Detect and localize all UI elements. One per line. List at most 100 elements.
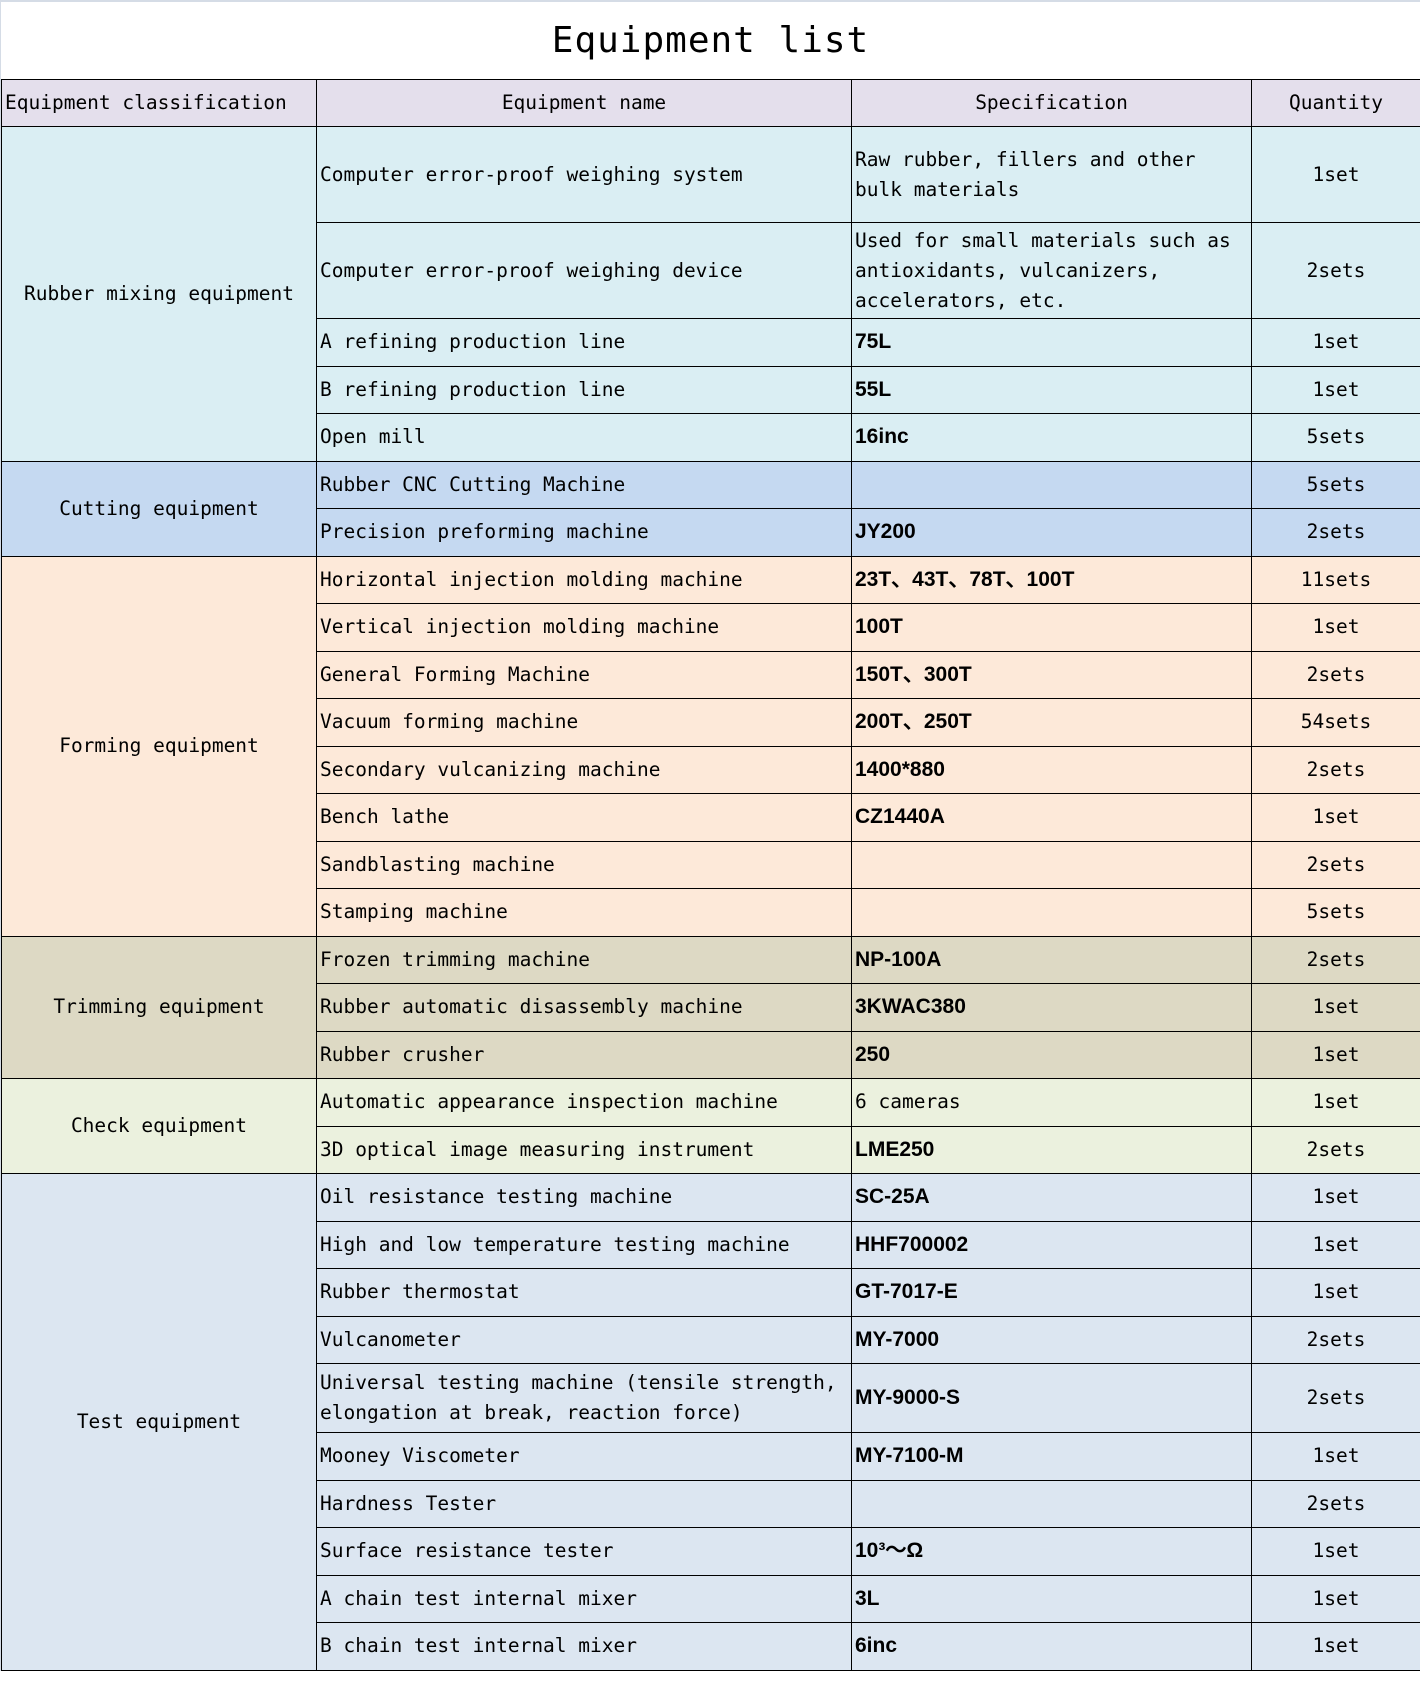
quantity-cell: 1set <box>1251 1527 1420 1576</box>
header-name: Equipment name <box>316 79 852 127</box>
table-row: Rubber mixing equipment Computer error-pr… <box>1 126 1420 462</box>
specification-cell <box>851 840 1252 889</box>
specification-cell: Raw rubber, fillers and other bulk mater… <box>851 126 1252 223</box>
specification-cell: 100T <box>851 603 1252 652</box>
quantity-cell: 2sets <box>1251 1479 1420 1528</box>
page-title: Equipment list <box>551 20 870 61</box>
table-row: Precision preforming machine JY200 2sets <box>2 508 1420 557</box>
quantity-cell: 5sets <box>1251 413 1420 462</box>
specification-cell <box>851 1479 1252 1528</box>
quantity-cell: 1set <box>1251 365 1420 414</box>
table-row: A chain test internal mixer 3L 1set <box>2 1574 1420 1623</box>
table-row: Universal testing machine (tensile stren… <box>2 1363 1420 1433</box>
specification-cell: JY200 <box>851 508 1252 557</box>
specification-cell: 150T、300T <box>851 650 1252 699</box>
equipment-name-cell: A refining production line <box>316 318 852 367</box>
quantity-cell: 1set <box>1251 793 1420 842</box>
equipment-name-cell: Rubber automatic disassembly machine <box>316 983 852 1032</box>
equipment-name-cell: Vulcanometer <box>316 1315 852 1364</box>
equipment-name-cell: Universal testing machine (tensile stren… <box>316 1363 852 1433</box>
quantity-cell: 54sets <box>1251 698 1420 747</box>
specification-cell: Used for small materials such as antioxi… <box>851 222 1252 319</box>
quantity-cell: 1set <box>1251 1574 1420 1623</box>
classification-cell: Rubber mixing equipment <box>1 126 317 462</box>
quantity-cell: 5sets <box>1251 888 1420 937</box>
table-row: Cutting equipment Rubber CNC Cutting Mach… <box>1 460 1420 557</box>
classification-cell: Trimming equipment <box>1 935 317 1079</box>
specification-cell: 1400*880 <box>851 745 1252 794</box>
classification-cell: Forming equipment <box>1 555 317 937</box>
table-row: Rubber crusher 250 1set <box>2 1030 1420 1079</box>
quantity-cell: 1set <box>1251 1030 1420 1079</box>
specification-cell: MY-7000 <box>851 1315 1252 1364</box>
table-row: Stamping machine 5sets <box>2 888 1420 937</box>
specification-cell: SC-25A <box>851 1173 1252 1222</box>
table-row: Test equipment Oil resistance testing mac… <box>1 1173 1420 1671</box>
table-row: Trimming equipment Frozen trimming machin… <box>1 935 1420 1079</box>
specification-cell: 23T、43T、78T、100T <box>851 555 1252 604</box>
specification-cell: 10³～Ω <box>851 1527 1252 1576</box>
quantity-cell: 2sets <box>1251 840 1420 889</box>
quantity-cell: 2sets <box>1251 222 1420 319</box>
table-row: Computer error-proof weighing device Used… <box>2 222 1420 319</box>
specification-cell: HHF700002 <box>851 1220 1252 1269</box>
specification-cell: 6inc <box>851 1622 1252 1671</box>
quantity-cell: 1set <box>1251 983 1420 1032</box>
table-row: Vacuum forming machine 200T、250T 54sets <box>2 698 1420 747</box>
quantity-cell: 1set <box>1251 1622 1420 1671</box>
classification-cell: Test equipment <box>1 1173 317 1671</box>
equipment-table: Equipment classification Equipment name … <box>1 79 1420 1671</box>
quantity-cell: 1set <box>1251 1173 1420 1222</box>
equipment-name-cell: Bench lathe <box>316 793 852 842</box>
table-body: Rubber mixing equipment Computer error-pr… <box>1 126 1420 1671</box>
quantity-cell: 1set <box>1251 126 1420 223</box>
equipment-name-cell: Rubber thermostat <box>316 1268 852 1317</box>
equipment-name-cell: General Forming Machine <box>316 650 852 699</box>
equipment-name-cell: A chain test internal mixer <box>316 1574 852 1623</box>
table-row: Check equipment Automatic appearance insp… <box>1 1078 1420 1174</box>
equipment-name-cell: 3D optical image measuring instrument <box>316 1125 852 1174</box>
table-row: Vertical injection molding machine 100T 1s… <box>2 603 1420 652</box>
table-row: Hardness Tester 2sets <box>2 1479 1420 1528</box>
equipment-name-cell: Rubber CNC Cutting Machine <box>316 460 852 509</box>
specification-cell: 200T、250T <box>851 698 1252 747</box>
table-row: Bench lathe CZ1440A 1set <box>2 793 1420 842</box>
quantity-cell: 1set <box>1251 1268 1420 1317</box>
specification-cell: 6 cameras <box>851 1078 1252 1127</box>
header-specification: Specification <box>851 79 1252 127</box>
specification-cell: 3L <box>851 1574 1252 1623</box>
table-row: A refining production line 75L 1set <box>2 318 1420 367</box>
equipment-name-cell: Precision preforming machine <box>316 508 852 557</box>
specification-cell: LME250 <box>851 1125 1252 1174</box>
table-row: Vulcanometer MY-7000 2sets <box>2 1315 1420 1364</box>
quantity-cell: 1set <box>1251 318 1420 367</box>
equipment-name-cell: Rubber crusher <box>316 1030 852 1079</box>
table-row: Rubber thermostat GT-7017-E 1set <box>2 1268 1420 1317</box>
quantity-cell: 11sets <box>1251 555 1420 604</box>
table-row: High and low temperature testing machine… <box>2 1220 1420 1269</box>
classification-cell: Check equipment <box>1 1078 317 1174</box>
table-row: Surface resistance tester 10³～Ω 1set <box>2 1527 1420 1576</box>
equipment-name-cell: B refining production line <box>316 365 852 414</box>
specification-cell <box>851 888 1252 937</box>
table-row: Secondary vulcanizing machine 1400*880 2se… <box>2 745 1420 794</box>
table-row: Mooney Viscometer MY-7100-M 1set <box>2 1432 1420 1481</box>
specification-cell: MY-7100-M <box>851 1432 1252 1481</box>
specification-cell: 55L <box>851 365 1252 414</box>
table-row: B refining production line 55L 1set <box>2 365 1420 414</box>
equipment-name-cell: Hardness Tester <box>316 1479 852 1528</box>
header-classification: Equipment classification <box>1 79 317 127</box>
equipment-name-cell: Frozen trimming machine <box>316 935 852 984</box>
quantity-cell: 2sets <box>1251 1315 1420 1364</box>
equipment-name-cell: Oil resistance testing machine <box>316 1173 852 1222</box>
table-row: Open mill 16inc 5sets <box>2 413 1420 462</box>
quantity-cell: 2sets <box>1251 650 1420 699</box>
equipment-name-cell: Secondary vulcanizing machine <box>316 745 852 794</box>
quantity-cell: 1set <box>1251 1432 1420 1481</box>
equipment-name-cell: Surface resistance tester <box>316 1527 852 1576</box>
equipment-name-cell: B chain test internal mixer <box>316 1622 852 1671</box>
table-row: General Forming Machine 150T、300T 2sets <box>2 650 1420 699</box>
equipment-name-cell: Horizontal injection molding machine <box>316 555 852 604</box>
specification-cell: 250 <box>851 1030 1252 1079</box>
